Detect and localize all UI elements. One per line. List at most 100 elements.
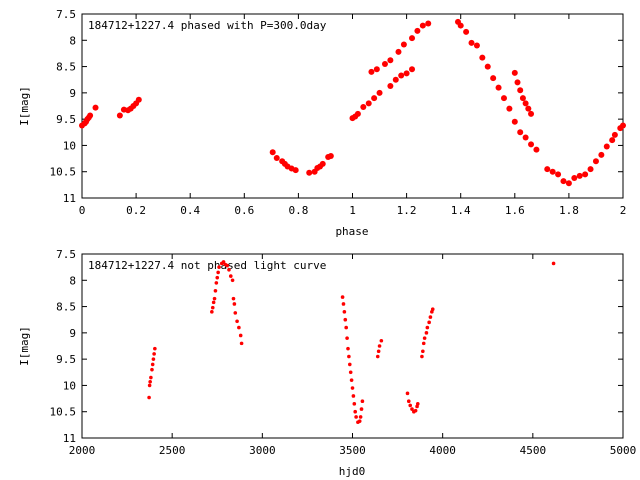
phased-data-point (373, 66, 380, 73)
unphased-data-point (341, 302, 346, 306)
phased-data-point (381, 60, 388, 67)
phased-data-point (306, 169, 313, 176)
phased-data-point (463, 28, 470, 35)
phased-data-point (519, 95, 526, 102)
unphased-data-point (221, 260, 226, 264)
unphased-data-point (352, 402, 357, 406)
unphased-data-point (350, 386, 355, 390)
unphased-data-point (345, 336, 349, 340)
unphased-data-point (239, 341, 244, 346)
phased-data-point (457, 22, 464, 29)
phased-axis-ticks: 0 0.2 0.4 0.6 0.8 1 1.2 1.4 1.6 1.8 2 7.5 8 8.5 9 9.5 10… (50, 8, 627, 217)
unphased-x-axis-label: hjd0 (339, 465, 366, 478)
unphased-data-point (215, 275, 220, 280)
unphased-data-point (148, 379, 152, 384)
unphased-x-tick-label: 5000 (610, 444, 637, 457)
phased-data-point (409, 35, 416, 42)
phased-data-point (392, 76, 399, 83)
unphased-data-point (421, 341, 426, 346)
unphased-y-tick-label: 10.5 (50, 406, 77, 419)
unphased-data-point (343, 317, 348, 322)
unphased-data-point (233, 311, 238, 315)
unphased-data-point (342, 310, 347, 314)
phased-data-point (522, 134, 529, 141)
unphased-data-point (214, 281, 219, 285)
phased-x-tick-label: 1.2 (397, 204, 417, 217)
phased-data-point (514, 79, 521, 86)
phased-light-curve-panel: 184712+1227.4 phased with P=300.0day pha… (18, 8, 626, 238)
phased-data-point (365, 100, 372, 107)
phased-y-tick-label: 7.5 (56, 8, 76, 21)
phased-x-tick-label: 2 (620, 204, 627, 217)
unphased-data-point (348, 370, 353, 375)
phased-y-axis-label: I[mag] (18, 86, 31, 126)
unphased-data-point (375, 354, 380, 359)
unphased-x-tick-label: 3500 (339, 444, 366, 457)
phased-data-point (387, 57, 394, 64)
unphased-data-point (413, 408, 418, 413)
unphased-data-point (228, 274, 233, 278)
phased-data-point (506, 105, 513, 112)
phased-data-point (135, 96, 142, 103)
unphased-data-point (217, 265, 221, 269)
unphased-data-point (232, 302, 237, 306)
unphased-data-point (216, 270, 220, 275)
unphased-data-point (210, 310, 214, 314)
unphased-x-tick-label: 4500 (520, 444, 547, 457)
phased-data-point (425, 20, 432, 27)
unphased-data-point (227, 267, 231, 272)
unphased-data-point (349, 378, 354, 382)
unphased-x-tick-label: 3000 (249, 444, 276, 457)
unphased-data-point (351, 394, 356, 398)
unphased-data-point (237, 325, 241, 330)
unphased-y-tick-label: 11 (63, 432, 76, 445)
phased-y-tick-label: 10.5 (50, 166, 77, 179)
phased-data-point (511, 69, 518, 76)
unphased-y-axis-label: I[mag] (18, 326, 31, 366)
phased-data-point (522, 100, 529, 107)
unphased-data-point (359, 407, 364, 411)
phased-x-tick-label: 0.4 (180, 204, 200, 217)
unphased-data-point (430, 307, 435, 312)
unphased-axis-ticks: 2000 2500 3000 3500 4000 4500 5000 7.5 8 8.5 9 9.5 1… (50, 248, 637, 457)
unphased-data-point (551, 261, 556, 266)
phased-data-point (395, 48, 402, 55)
phased-data-point (87, 112, 94, 119)
unphased-data-point (424, 331, 429, 335)
phased-data-points (79, 18, 626, 187)
unphased-data-point (231, 296, 236, 301)
unphased-data-point (406, 399, 411, 404)
unphased-data-point (353, 409, 358, 414)
phased-data-point (609, 137, 616, 144)
phased-data-point (327, 152, 334, 159)
phased-data-point (376, 89, 383, 96)
phased-data-point (419, 22, 426, 29)
unphased-data-point (212, 296, 217, 301)
phased-data-point (565, 180, 572, 187)
unphased-y-tick-label: 9.5 (56, 353, 76, 366)
unphased-x-tick-label: 2500 (159, 444, 186, 457)
phased-x-tick-label: 0.2 (126, 204, 146, 217)
phased-data-point (598, 151, 605, 158)
phased-data-point (517, 129, 524, 136)
phased-y-tick-label: 9.5 (56, 113, 76, 126)
phased-y-tick-label: 8.5 (56, 61, 76, 74)
unphased-data-point (147, 383, 152, 388)
unphased-data-point (422, 336, 427, 340)
phased-x-tick-label: 1.4 (451, 204, 471, 217)
unphased-y-tick-label: 10 (63, 379, 76, 392)
unphased-data-point (410, 407, 414, 411)
phased-data-point (273, 155, 280, 162)
phased-data-point (414, 27, 421, 34)
phased-x-tick-label: 0.6 (234, 204, 254, 217)
phased-data-point (354, 110, 361, 117)
phased-data-point (592, 158, 599, 165)
phased-data-point (544, 166, 551, 173)
phased-data-point (495, 84, 502, 91)
unphased-data-point (347, 354, 351, 359)
phased-data-point (92, 104, 99, 111)
unphased-data-point (421, 349, 425, 354)
phased-y-tick-label: 8 (69, 34, 76, 47)
phased-data-point (571, 175, 578, 182)
unphased-data-point (152, 352, 156, 356)
